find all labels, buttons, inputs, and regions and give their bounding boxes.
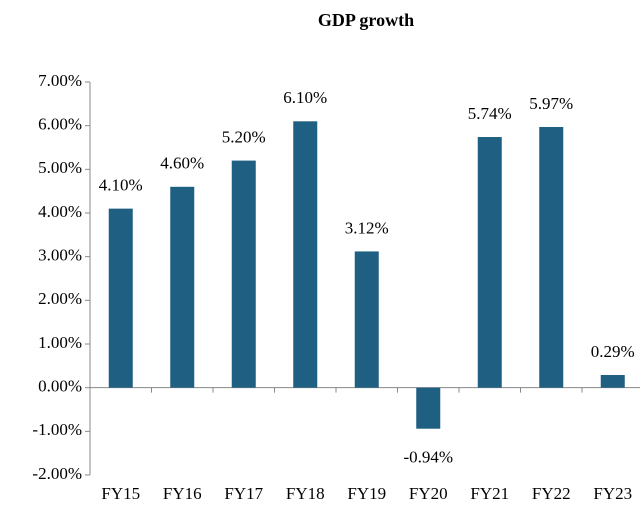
bar <box>600 375 625 388</box>
y-tick-label: 4.00% <box>38 202 82 221</box>
x-tick-label: FY23 <box>593 484 632 503</box>
y-tick-label: -1.00% <box>32 420 82 439</box>
y-tick-label: 7.00% <box>38 71 82 90</box>
bar <box>416 387 441 429</box>
y-tick-label: 0.00% <box>38 377 82 396</box>
x-tick-label: FY21 <box>470 484 509 503</box>
bar <box>539 126 564 388</box>
value-label: 4.60% <box>160 154 204 173</box>
value-label: 4.10% <box>99 176 143 195</box>
y-tick-label: 6.00% <box>38 115 82 134</box>
bar <box>170 186 195 388</box>
x-tick-label: FY18 <box>286 484 325 503</box>
bar <box>108 208 133 388</box>
value-label: 0.29% <box>591 342 635 361</box>
value-label: 5.74% <box>468 104 512 123</box>
x-tick-label: FY15 <box>101 484 140 503</box>
bar <box>477 137 502 388</box>
x-tick-label: FY20 <box>409 484 448 503</box>
x-tick-label: FY22 <box>532 484 571 503</box>
chart-title: GDP growth <box>318 10 414 30</box>
value-label: 3.12% <box>345 218 389 237</box>
value-label: 6.10% <box>283 88 327 107</box>
y-tick-label: 2.00% <box>38 289 82 308</box>
x-tick-label: FY17 <box>224 484 263 503</box>
value-label: 5.20% <box>222 128 266 147</box>
x-tick-label: FY16 <box>163 484 202 503</box>
y-tick-label: 3.00% <box>38 246 82 265</box>
bar <box>354 251 379 388</box>
y-tick-label: 1.00% <box>38 333 82 352</box>
value-label: -0.94% <box>403 448 453 467</box>
y-tick-label: 5.00% <box>38 158 82 177</box>
y-tick-label: -2.00% <box>32 464 82 483</box>
x-tick-label: FY19 <box>347 484 386 503</box>
value-label: 5.97% <box>529 94 573 113</box>
bar <box>293 121 318 388</box>
bar <box>231 160 256 388</box>
